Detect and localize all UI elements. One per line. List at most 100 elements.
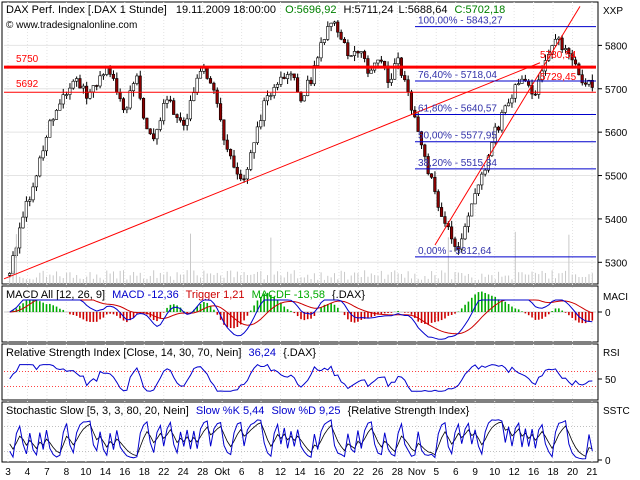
candle [18, 227, 22, 249]
candle [185, 118, 189, 126]
candle [453, 238, 457, 247]
candle [54, 110, 59, 120]
candle [299, 91, 303, 102]
candle [269, 95, 273, 97]
macd-trigger-value: Trigger 1,21 [186, 289, 245, 301]
candle [553, 38, 557, 46]
candle [74, 78, 79, 82]
fibonacci-label: 50,00% - 5577,95 [418, 131, 497, 142]
x-tick-label: 20 [333, 467, 345, 478]
candle [309, 79, 313, 85]
x-tick-label: 4 [25, 467, 31, 478]
candle [188, 100, 192, 120]
candle [242, 178, 246, 181]
x-tick-label: 3 [5, 467, 11, 478]
candle [34, 175, 38, 188]
candle [342, 38, 347, 43]
candle [215, 89, 219, 104]
candle [302, 95, 306, 102]
x-tick-label: 26 [372, 467, 384, 478]
price-tick-label: 5700 [605, 85, 628, 96]
candle [51, 119, 55, 122]
price-marker-label: 5729,45 [540, 72, 577, 83]
x-tick-label: 20 [567, 467, 579, 478]
candle [172, 100, 176, 115]
candle [81, 85, 85, 89]
candle [275, 84, 280, 88]
candle [265, 95, 269, 102]
candle [346, 42, 350, 56]
fibonacci-label: 38,20% - 5515,34 [418, 158, 497, 169]
candle [329, 22, 333, 27]
candle [252, 142, 256, 154]
candle [259, 120, 263, 128]
candle [279, 76, 283, 85]
candle [155, 129, 159, 140]
candle [225, 139, 229, 150]
candle [98, 75, 102, 87]
candle [322, 39, 326, 43]
candle [255, 126, 259, 144]
candle [58, 103, 62, 111]
candle [500, 112, 504, 131]
x-tick-label: 28 [197, 467, 209, 478]
candle [369, 69, 373, 74]
datetime-readout: 19.11.2009 18:00:00 [176, 4, 276, 16]
candle [356, 51, 360, 54]
candle [138, 75, 142, 99]
macdf-value: MACDF -13,58 [252, 289, 325, 301]
candle [125, 107, 129, 111]
candle [580, 74, 584, 84]
candle [148, 128, 152, 135]
candle [416, 116, 420, 132]
candle [439, 207, 444, 217]
candle [145, 117, 149, 130]
rsi-symbol: {.DAX} [283, 347, 316, 359]
svg-text:DAX Perf. Index [.DAX 1 Stund: DAX Perf. Index [.DAX 1 Stunde] 19.11.20… [6, 4, 505, 16]
candle [362, 51, 367, 59]
x-tick-label: 18 [139, 467, 151, 478]
candle [165, 99, 169, 104]
trendline[interactable] [3, 62, 541, 280]
candle [175, 114, 179, 118]
x-tick-label: 8 [64, 467, 70, 478]
candle [590, 79, 594, 88]
candle [8, 273, 12, 276]
fibonacci-label: 100,00% - 5843,27 [418, 16, 503, 27]
candle [195, 77, 199, 94]
x-tick-label: 18 [548, 467, 560, 478]
fibonacci-retracement[interactable]: 100,00% - 5843,27 76,40% - 5718,04 61,80% … [415, 16, 596, 258]
x-tick-label: 5 [433, 467, 439, 478]
candle [212, 82, 216, 91]
trendline[interactable] [434, 6, 581, 246]
candle [168, 99, 172, 102]
candle [178, 117, 182, 121]
candle [239, 173, 243, 180]
candle [118, 91, 122, 100]
candle [540, 70, 544, 81]
candle [222, 119, 226, 141]
fibonacci-label: 61,80% - 5640,57 [418, 104, 497, 115]
high-readout: H:5711,24 [344, 4, 394, 16]
x-tick-label: 10 [80, 467, 92, 478]
candle [78, 78, 82, 89]
x-tick-label: 14 [294, 467, 306, 478]
price-tick-label: 5800 [605, 41, 628, 52]
candle [24, 201, 28, 218]
candle [436, 191, 440, 208]
candle [245, 169, 249, 180]
candle [470, 203, 474, 217]
stochastic-k-line [9, 419, 593, 460]
x-tick-label: 12 [275, 467, 287, 478]
candle [64, 94, 69, 96]
x-tick-label: 6 [239, 467, 245, 478]
candle [423, 144, 427, 157]
close-readout: C:5702,18 [455, 4, 506, 16]
candle [359, 51, 363, 54]
candle [91, 85, 95, 93]
stochastic-d-line [9, 421, 593, 457]
candle [563, 48, 568, 51]
candle [128, 90, 132, 109]
candle [282, 76, 286, 79]
candle [486, 155, 490, 171]
